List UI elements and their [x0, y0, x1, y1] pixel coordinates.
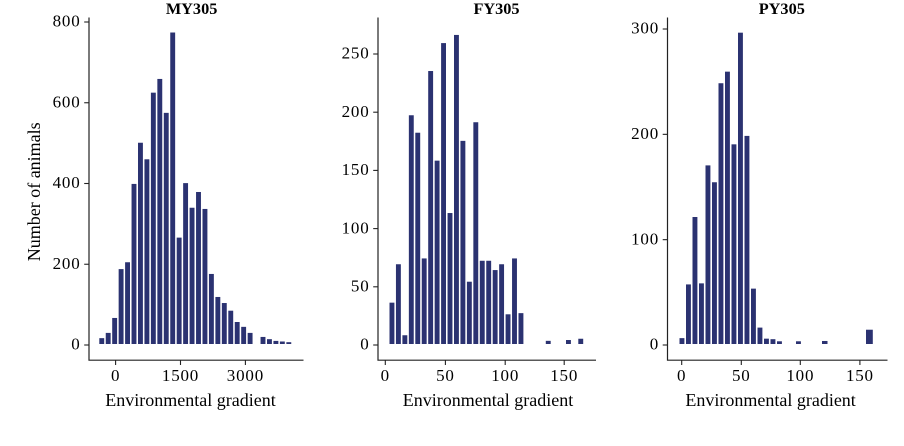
svg-text:FY305: FY305	[473, 0, 519, 18]
svg-text:100: 100	[786, 366, 814, 385]
svg-text:150: 150	[550, 366, 578, 385]
svg-text:3000: 3000	[227, 366, 264, 385]
svg-text:Environmental gradient: Environmental gradient	[105, 390, 275, 410]
svg-text:MY305: MY305	[166, 0, 218, 18]
svg-text:200: 200	[342, 102, 370, 121]
svg-text:0: 0	[650, 335, 659, 354]
svg-text:300: 300	[631, 19, 659, 38]
svg-text:1500: 1500	[162, 366, 199, 385]
svg-text:PY305: PY305	[759, 0, 805, 18]
svg-text:100: 100	[491, 366, 519, 385]
svg-text:0: 0	[360, 335, 369, 354]
svg-text:50: 50	[732, 366, 751, 385]
svg-text:150: 150	[846, 366, 874, 385]
svg-text:800: 800	[53, 12, 81, 31]
svg-text:100: 100	[342, 218, 370, 237]
svg-text:400: 400	[53, 173, 81, 192]
svg-text:250: 250	[342, 44, 370, 63]
svg-text:0: 0	[381, 366, 390, 385]
svg-text:50: 50	[351, 277, 370, 296]
svg-text:0: 0	[677, 366, 686, 385]
svg-text:100: 100	[631, 229, 659, 248]
svg-text:Number of animals: Number of animals	[24, 122, 44, 261]
svg-text:Environmental gradient: Environmental gradient	[403, 390, 573, 410]
svg-text:200: 200	[631, 124, 659, 143]
svg-text:50: 50	[436, 366, 455, 385]
svg-text:Environmental gradient: Environmental gradient	[685, 390, 855, 410]
svg-text:0: 0	[71, 335, 80, 354]
svg-text:200: 200	[53, 254, 81, 273]
svg-text:0: 0	[111, 366, 120, 385]
svg-text:150: 150	[342, 160, 370, 179]
svg-text:600: 600	[53, 92, 81, 111]
